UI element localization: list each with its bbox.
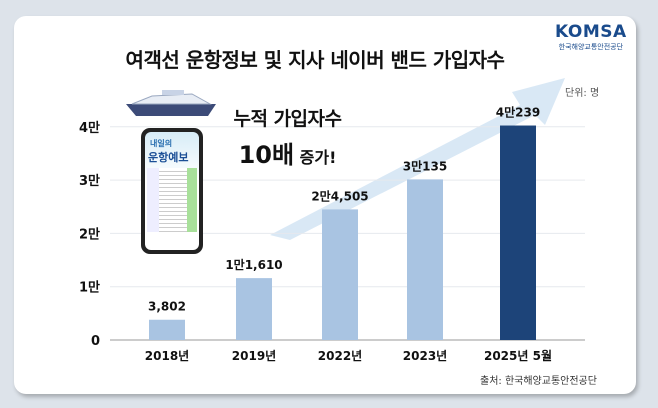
callout-small: 증가! [294,148,337,167]
callout-big: 10배 [238,141,295,169]
callout-line1: 누적 가입자수 [233,108,343,130]
bar-2025년 5월 [500,125,536,341]
logo-name: KOMSA [555,22,627,42]
data-label: 1만1,610 [225,257,282,272]
bar-2022년 [322,209,358,340]
y-tick-label: 4만 [79,120,100,136]
y-tick-label: 1만 [79,280,100,296]
phone-illustration: 내일의 운항예보 [141,128,203,254]
y-tick-label: 2만 [79,226,100,242]
logo-subtitle: 한국해양교통안전공단 [558,43,624,51]
phone-text-1: 내일의 [150,139,173,148]
data-label: 3,802 [148,300,186,314]
y-tick-label: 0 [91,334,100,349]
trend-arrow [270,78,565,240]
bar-2023년 [407,179,443,340]
komsa-logo: KOMSA 한국해양교통안전공단 [555,22,627,52]
bar-2018년 [149,319,185,340]
chart-title: 여객선 운항정보 및 지사 네이버 밴드 가입자수 [125,48,505,72]
x-tick-label: 2019년 [232,349,276,363]
data-label: 4만239 [496,105,540,120]
data-label: 2만4,505 [311,188,368,203]
y-tick-label: 3만 [79,173,100,189]
source-note: 출처: 한국해양교통안전공단 [480,376,597,387]
phone-text-2: 운항예보 [148,151,189,164]
x-tick-label: 2025년 5월 [484,348,552,363]
ship-icon [126,90,216,116]
unit-label: 단위: 명 [565,88,600,99]
data-label: 3만135 [403,158,447,173]
callout: 누적 가입자수 10배 증가! [205,104,370,170]
x-tick-label: 2023년 [403,349,447,363]
x-tick-label: 2018년 [145,349,189,363]
x-tick-label: 2022년 [318,349,362,363]
bar-2019년 [236,278,272,340]
